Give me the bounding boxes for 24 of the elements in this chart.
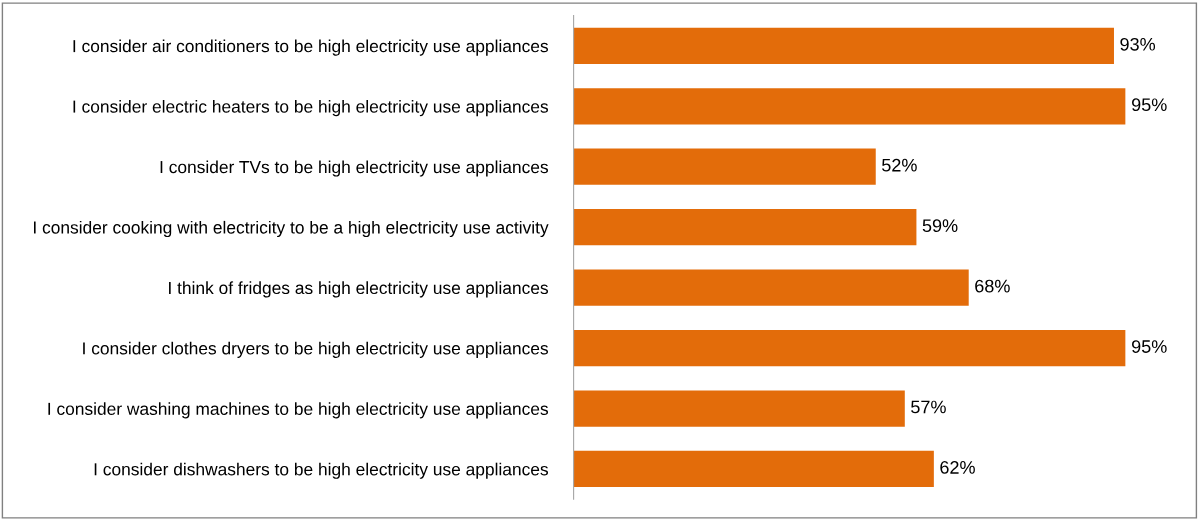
y-tick-label: I consider air conditioners to be high electricity use appliances <box>73 39 548 56</box>
bar <box>573 269 969 306</box>
y-tick-label: I consider TVs to be high electricity use appliances <box>160 160 548 177</box>
bar <box>573 390 905 427</box>
bar <box>573 209 917 246</box>
data-label: 62% <box>940 461 975 474</box>
y-tick-label: I think of fridges as high electricity use appliances <box>169 281 548 298</box>
data-label: 93% <box>1120 37 1156 51</box>
bar <box>573 148 876 185</box>
y-tick-label: I consider dishwashers to be high electricity use appliances <box>94 462 548 479</box>
data-label: 95% <box>1132 340 1167 353</box>
data-label: 52% <box>882 158 917 172</box>
bar <box>573 329 1126 367</box>
y-tick-label: I consider clothes dryers to be high electricity use appliances <box>83 341 548 358</box>
data-label: 95% <box>1132 98 1167 112</box>
bar <box>573 27 1114 64</box>
data-label: 68% <box>975 279 1010 293</box>
data-label: 59% <box>922 219 958 233</box>
y-tick-label: I consider electric heaters to be high electricity use appliances <box>73 99 548 117</box>
y-tick-label: I consider washing machines to be high electricity use appliances <box>48 402 548 419</box>
bar <box>573 450 934 488</box>
data-label: 57% <box>911 400 946 414</box>
y-tick-label: I consider cooking with electricity to be a high electricity use activity <box>33 220 549 238</box>
bar <box>573 88 1126 125</box>
